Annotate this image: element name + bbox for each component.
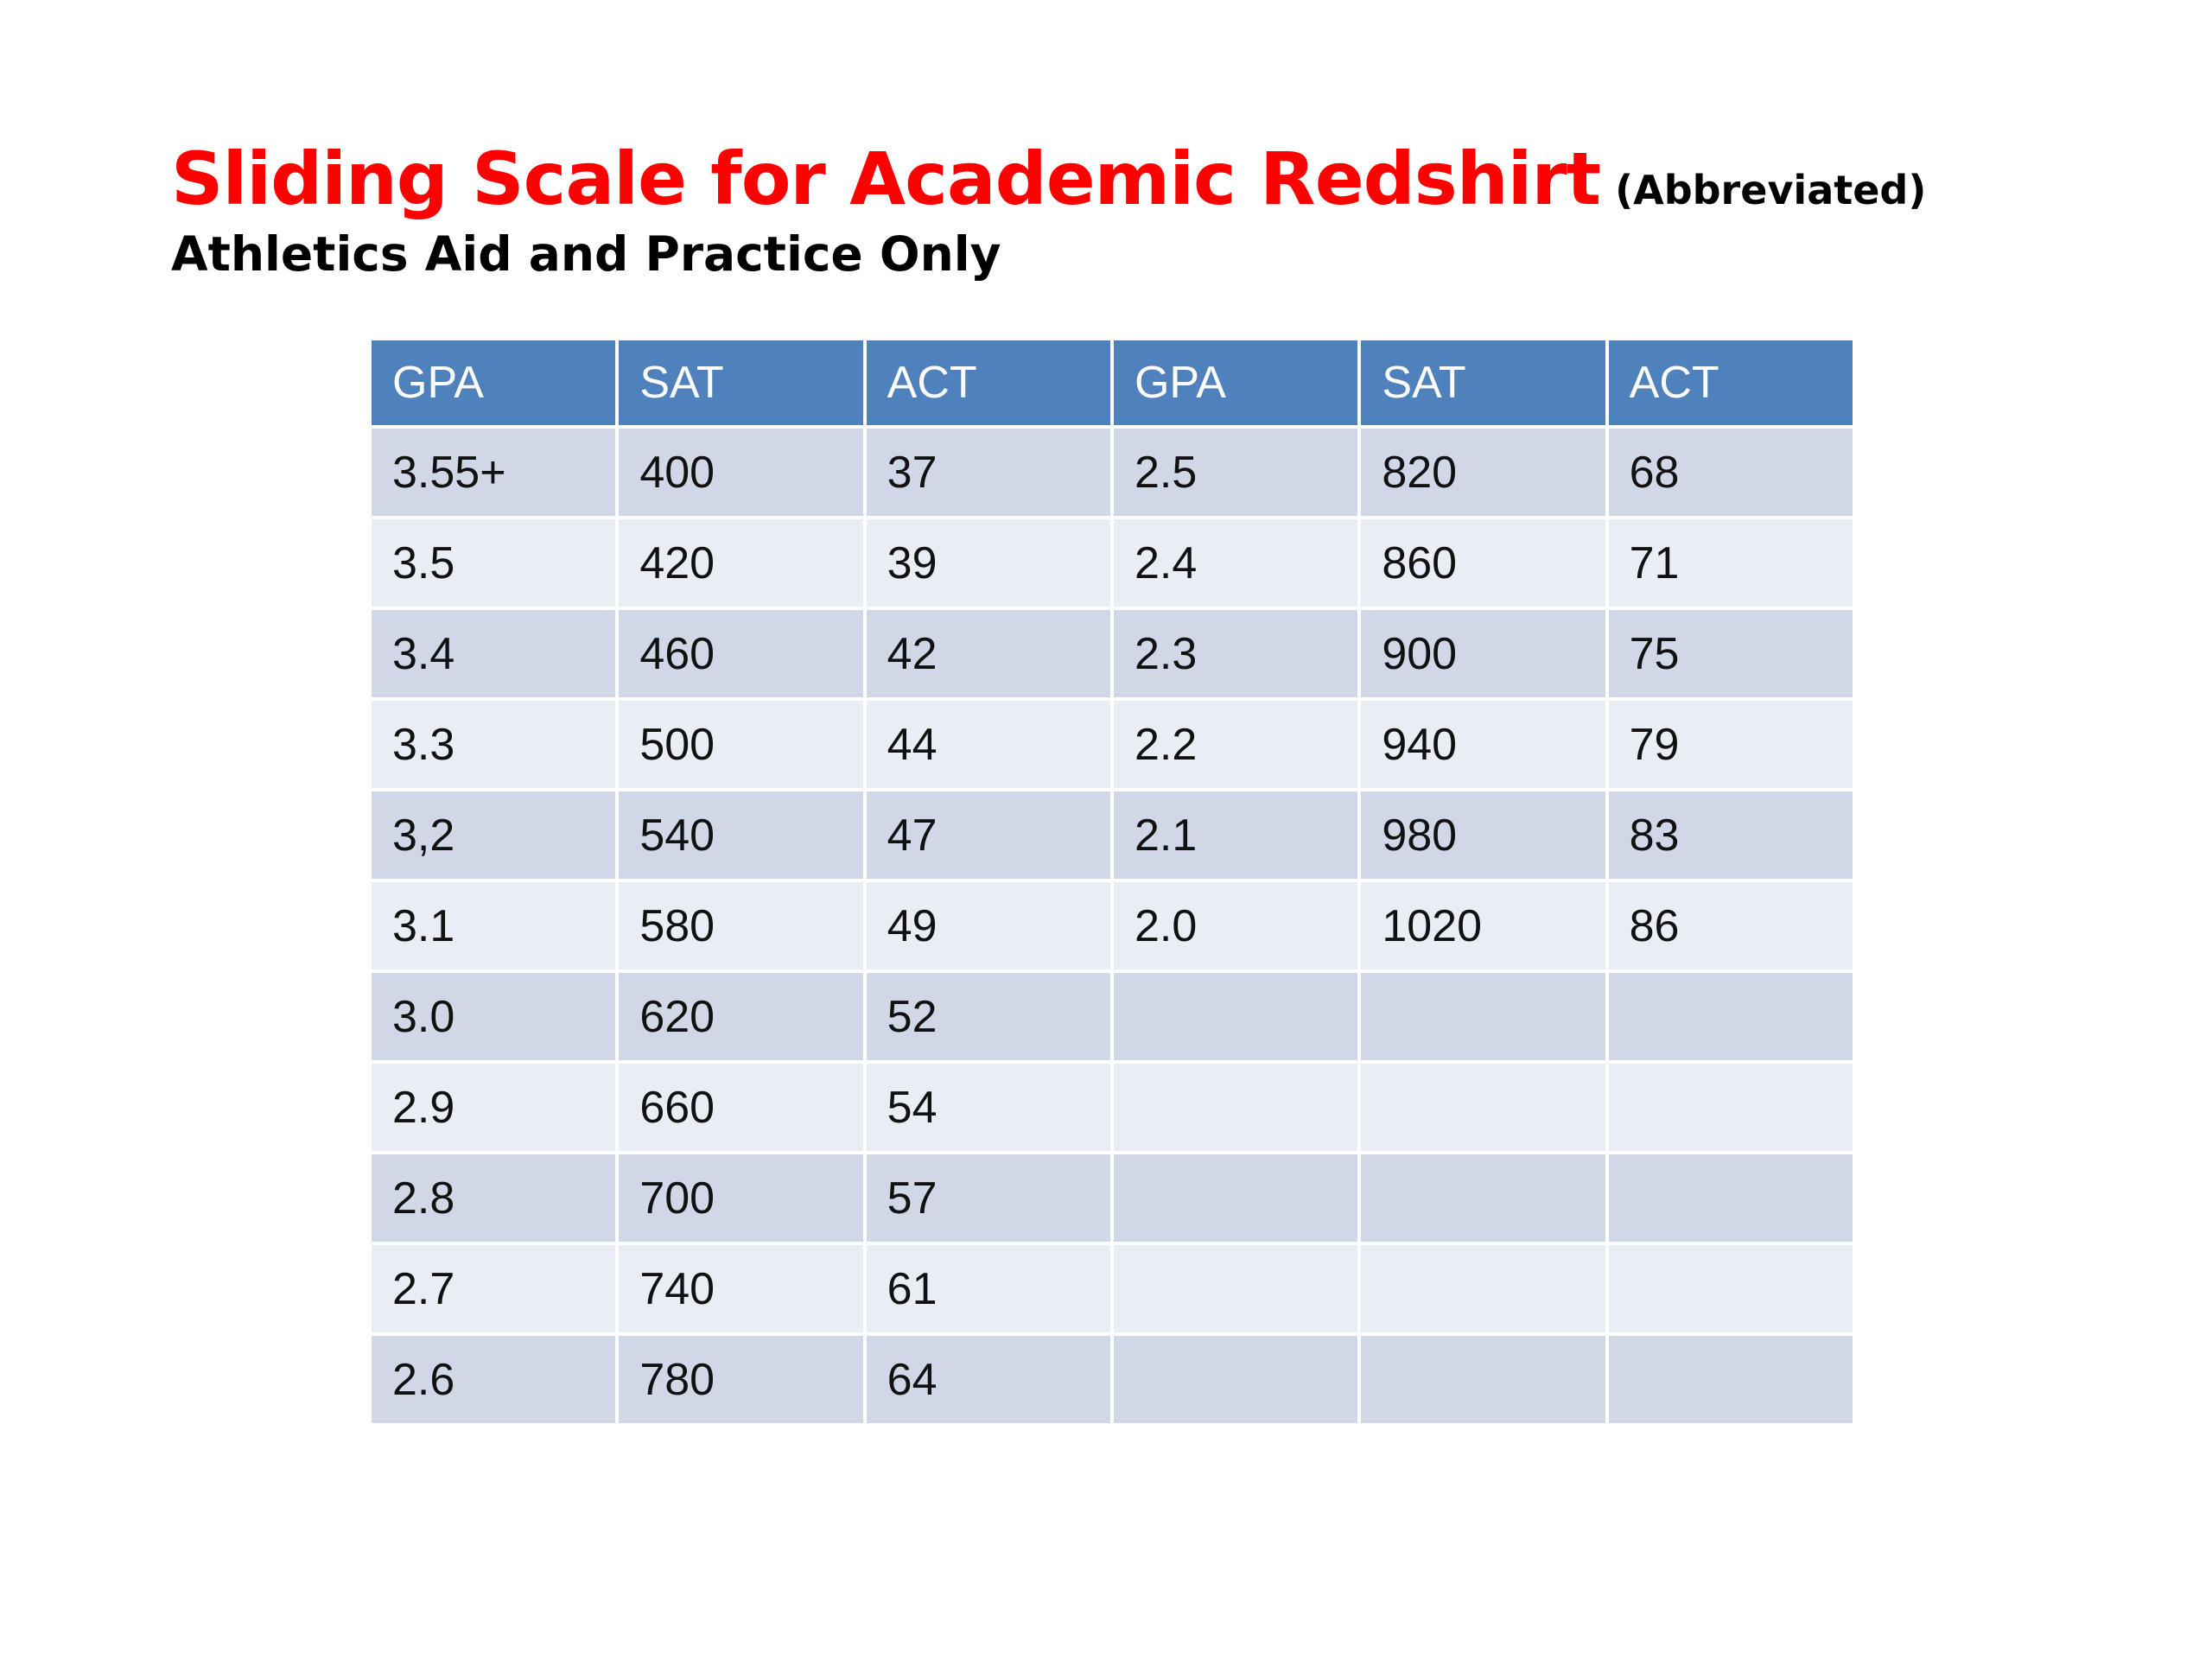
- sat-cell: 820: [1361, 429, 1605, 516]
- sat-cell: [1361, 1064, 1605, 1151]
- header-gpa: GPA: [1113, 340, 1358, 425]
- gpa-cell: 3.5: [372, 519, 616, 607]
- gpa-cell: [1113, 973, 1358, 1060]
- table-header-row: GPA SAT ACT GPA SAT ACT: [372, 340, 1853, 425]
- act-cell: 68: [1608, 429, 1853, 516]
- sat-cell: 860: [1361, 519, 1605, 607]
- table-row: 2.7 740 61: [372, 1245, 1853, 1332]
- slide-subtitle: Athletics Aid and Practice Only: [171, 226, 1001, 282]
- act-cell: [1608, 1245, 1853, 1332]
- sat-cell: 540: [619, 791, 863, 879]
- act-cell: 49: [866, 882, 1110, 969]
- gpa-cell: 3.55+: [372, 429, 616, 516]
- sat-cell: 420: [619, 519, 863, 607]
- sat-cell: [1361, 1336, 1605, 1423]
- sat-cell: [1361, 1245, 1605, 1332]
- header-act: ACT: [1608, 340, 1853, 425]
- slide-title: Sliding Scale for Academic Redshirt: [171, 137, 1601, 221]
- act-cell: 71: [1608, 519, 1853, 607]
- gpa-cell: 2.6: [372, 1336, 616, 1423]
- act-cell: 64: [866, 1336, 1110, 1423]
- gpa-cell: 2.5: [1113, 429, 1358, 516]
- act-cell: 54: [866, 1064, 1110, 1151]
- table-row: 3.4 460 42 2.3 900 75: [372, 610, 1853, 697]
- sat-cell: 900: [1361, 610, 1605, 697]
- sat-cell: 740: [619, 1245, 863, 1332]
- gpa-cell: 2.2: [1113, 701, 1358, 788]
- sat-cell: [1361, 1154, 1605, 1242]
- gpa-cell: [1113, 1245, 1358, 1332]
- act-cell: 83: [1608, 791, 1853, 879]
- gpa-cell: [1113, 1154, 1358, 1242]
- gpa-cell: 2.7: [372, 1245, 616, 1332]
- sat-cell: 460: [619, 610, 863, 697]
- sat-cell: 980: [1361, 791, 1605, 879]
- table-row: 3.3 500 44 2.2 940 79: [372, 701, 1853, 788]
- sat-cell: 780: [619, 1336, 863, 1423]
- header-act: ACT: [866, 340, 1110, 425]
- sat-cell: 660: [619, 1064, 863, 1151]
- table-row: 3,2 540 47 2.1 980 83: [372, 791, 1853, 879]
- act-cell: [1608, 1154, 1853, 1242]
- header-sat: SAT: [1361, 340, 1605, 425]
- gpa-cell: [1113, 1336, 1358, 1423]
- act-cell: 79: [1608, 701, 1853, 788]
- act-cell: 44: [866, 701, 1110, 788]
- sat-cell: 500: [619, 701, 863, 788]
- table-row: 3.5 420 39 2.4 860 71: [372, 519, 1853, 607]
- act-cell: [1608, 1064, 1853, 1151]
- sat-cell: 620: [619, 973, 863, 1060]
- title-note: (Abbreviated): [1615, 167, 1927, 213]
- act-cell: [1608, 973, 1853, 1060]
- sat-cell: 400: [619, 429, 863, 516]
- gpa-cell: [1113, 1064, 1358, 1151]
- sat-cell: [1361, 973, 1605, 1060]
- header-sat: SAT: [619, 340, 863, 425]
- sat-cell: 1020: [1361, 882, 1605, 969]
- gpa-cell: 3,2: [372, 791, 616, 879]
- gpa-cell: 2.9: [372, 1064, 616, 1151]
- act-cell: 39: [866, 519, 1110, 607]
- act-cell: 86: [1608, 882, 1853, 969]
- act-cell: 75: [1608, 610, 1853, 697]
- act-cell: 47: [866, 791, 1110, 879]
- table-row: 2.9 660 54: [372, 1064, 1853, 1151]
- table-row: 3.55+ 400 37 2.5 820 68: [372, 429, 1853, 516]
- gpa-cell: 2.0: [1113, 882, 1358, 969]
- act-cell: 57: [866, 1154, 1110, 1242]
- table-row: 2.6 780 64: [372, 1336, 1853, 1423]
- sat-cell: 940: [1361, 701, 1605, 788]
- title-row: Sliding Scale for Academic Redshirt (Abb…: [171, 137, 1926, 221]
- gpa-cell: 3.4: [372, 610, 616, 697]
- gpa-cell: 3.0: [372, 973, 616, 1060]
- gpa-cell: 2.1: [1113, 791, 1358, 879]
- gpa-cell: 2.3: [1113, 610, 1358, 697]
- act-cell: 42: [866, 610, 1110, 697]
- gpa-cell: 3.1: [372, 882, 616, 969]
- sat-cell: 580: [619, 882, 863, 969]
- act-cell: [1608, 1336, 1853, 1423]
- table-body: 3.55+ 400 37 2.5 820 68 3.5 420 39 2.4 860 71 3.4 460…: [372, 429, 1853, 1423]
- gpa-cell: 3.3: [372, 701, 616, 788]
- table-row: 2.8 700 57: [372, 1154, 1853, 1242]
- act-cell: 52: [866, 973, 1110, 1060]
- act-cell: 37: [866, 429, 1110, 516]
- sliding-scale-table: GPA SAT ACT GPA SAT ACT 3.55+ 400 37 2.5 820…: [368, 337, 1856, 1427]
- header-gpa: GPA: [372, 340, 616, 425]
- gpa-cell: 2.8: [372, 1154, 616, 1242]
- table-row: 3.0 620 52: [372, 973, 1853, 1060]
- table-row: 3.1 580 49 2.0 1020 86: [372, 882, 1853, 969]
- act-cell: 61: [866, 1245, 1110, 1332]
- gpa-cell: 2.4: [1113, 519, 1358, 607]
- sat-cell: 700: [619, 1154, 863, 1242]
